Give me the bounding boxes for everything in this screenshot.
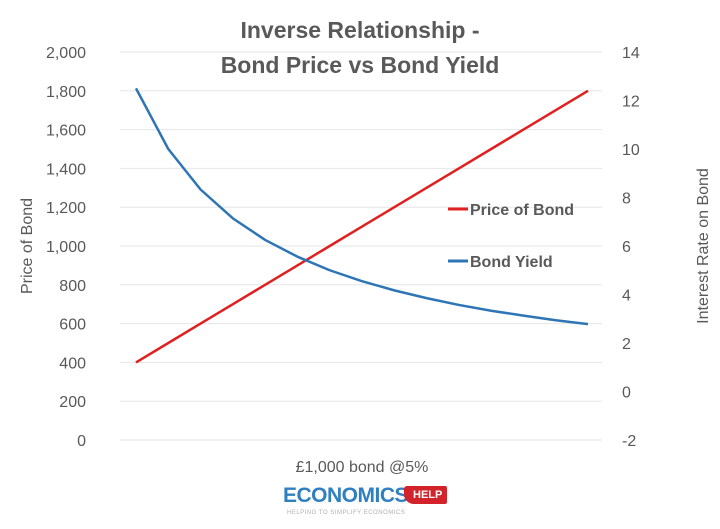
- y-right-tick-label: -2: [622, 433, 636, 450]
- y-axis-left-label: Price of Bond: [19, 198, 36, 294]
- y-left-tick-label: 800: [59, 278, 86, 295]
- y-left-tick-label: 200: [59, 394, 86, 411]
- y-right-tick-label: 12: [622, 94, 640, 111]
- series-line-bond-yield: [134, 87, 589, 326]
- y-axis-right-label: Interest Rate on Bond: [695, 168, 712, 324]
- logo-brand: ECONOMICS: [283, 484, 409, 507]
- y-left-tick-label: 2,000: [46, 45, 86, 62]
- y-right-tick-label: 4: [622, 288, 631, 305]
- y-right-tick-label: 6: [622, 239, 631, 256]
- y-right-tick-label: 10: [622, 142, 640, 159]
- y-left-tick-label: 600: [59, 317, 86, 334]
- y-right-tick-label: 8: [622, 191, 631, 208]
- y-left-tick-label: 1,400: [46, 161, 86, 178]
- legend-label-price: Price of Bond: [470, 202, 574, 219]
- logo-tagline: HELPING TO SIMPLIFY ECONOMICS: [287, 510, 406, 516]
- y-left-tick-label: 0: [77, 433, 86, 450]
- y-right-tick-label: 14: [622, 45, 640, 62]
- y-right-tick-label: 2: [622, 336, 631, 353]
- chart-title-line2: Bond Price vs Bond Yield: [221, 52, 500, 78]
- x-axis-label: £1,000 bond @5%: [296, 459, 429, 476]
- y-left-tick-label: 1,600: [46, 123, 86, 140]
- series-line-price-of-bond: [135, 89, 589, 364]
- chart-title-line1: Inverse Relationship -: [240, 17, 479, 43]
- y-left-tick-label: 1,800: [46, 84, 86, 101]
- legend: Price of Bond Bond Yield: [448, 202, 574, 271]
- y-left-tick-label: 1,000: [46, 239, 86, 256]
- y-right-tick-label: 0: [622, 385, 631, 402]
- y-left-tick-label: 400: [59, 355, 86, 372]
- logo-badge: HELP: [404, 486, 448, 504]
- y-left-tick-label: 1,200: [46, 200, 86, 217]
- economics-help-logo: ECONOMICS HELP HELPING TO SIMPLIFY ECONO…: [283, 482, 448, 522]
- legend-label-yield: Bond Yield: [470, 254, 553, 271]
